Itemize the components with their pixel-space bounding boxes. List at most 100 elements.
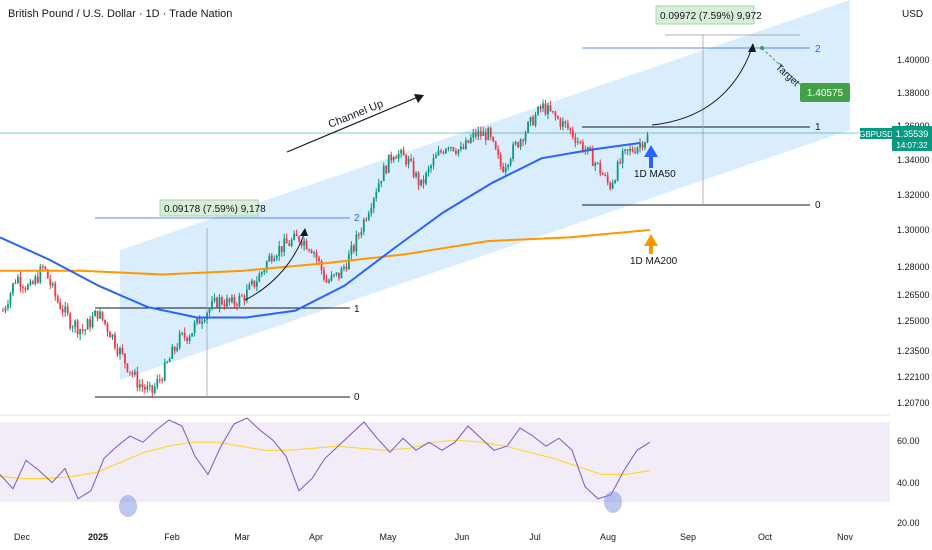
measure-box-2 (655, 5, 755, 25)
measure-box-1 (159, 199, 259, 217)
candle-body (7, 304, 9, 309)
x-tick-label: Sep (680, 532, 696, 542)
candle-body (236, 304, 238, 306)
candle-body (375, 191, 378, 199)
candle-body (74, 320, 77, 328)
candle-body (61, 308, 64, 313)
ma200-label: 1D MA200 (630, 256, 678, 267)
candle-body (265, 261, 268, 270)
candle-body (283, 238, 286, 253)
candle-body (442, 152, 445, 154)
candle-body (589, 147, 592, 150)
candle-body (435, 155, 437, 159)
rsi-line (0, 417, 651, 500)
candle-body (482, 131, 485, 136)
candle-body (400, 149, 403, 154)
candle-body (410, 158, 413, 161)
candle-body (66, 306, 69, 314)
candle-body (258, 274, 261, 282)
candle-body (352, 245, 355, 252)
candle-body (101, 311, 104, 320)
candle-body (616, 161, 619, 181)
candle-body (591, 149, 594, 166)
candle-body (621, 150, 624, 164)
x-tick-label: Aug (600, 532, 616, 542)
price-badge-countdown: 14:07:32 (896, 141, 928, 150)
candle-body (407, 158, 410, 165)
candle-body (601, 173, 604, 175)
candle-body (547, 105, 549, 115)
candle-body (293, 233, 296, 240)
candle-body (121, 348, 124, 354)
candle-body (313, 252, 315, 254)
candle-body (46, 269, 49, 279)
candle-body (218, 297, 221, 308)
candle-body (173, 347, 176, 351)
candle-body (114, 334, 116, 348)
candle-body (116, 347, 119, 355)
price-badge-value: 1.35539 (896, 129, 929, 139)
candle-body (562, 121, 564, 127)
candle-body (345, 266, 348, 270)
candle-body (639, 143, 641, 148)
candle-body (163, 362, 166, 381)
candle-body (34, 276, 37, 284)
candle-body (455, 150, 457, 154)
candle-body (59, 302, 62, 309)
candle-body (502, 166, 505, 172)
candle-body (427, 168, 430, 173)
rsi-tick-label: 40.00 (897, 478, 920, 488)
candle-body (183, 332, 186, 338)
candle-body (338, 272, 340, 279)
candle-body (554, 112, 557, 117)
candle-body (151, 385, 154, 393)
candle-body (141, 384, 144, 387)
candle-body (484, 131, 487, 140)
candle-body (305, 240, 308, 250)
candle-body (343, 266, 345, 269)
candle-body (84, 329, 87, 331)
candle-body (631, 148, 634, 152)
candle-body (425, 172, 427, 184)
candle-body (233, 297, 236, 305)
candle-body (124, 353, 126, 364)
x-tick-label: Feb (164, 532, 180, 542)
candle-body (459, 146, 462, 150)
currency-label: USD (902, 9, 923, 20)
x-tick-label: Mar (234, 532, 250, 542)
candle-body (44, 266, 47, 270)
y-tick-label: 1.20700 (897, 398, 930, 408)
candle-body (420, 179, 422, 186)
candle-body (417, 172, 420, 186)
candle-body (198, 317, 201, 324)
fib-1-label-1: 1 (354, 304, 360, 315)
rsi-band (0, 422, 890, 502)
candle-body (231, 297, 233, 302)
candle-body (323, 270, 325, 280)
candle-body (168, 358, 171, 362)
candle-body (382, 165, 385, 182)
fib-1-label-2: 1 (815, 122, 821, 133)
candle-body (211, 300, 213, 309)
candle-body (477, 131, 480, 137)
candle-body (146, 386, 149, 390)
candle-body (445, 148, 447, 154)
projection-arrowhead-2 (748, 43, 756, 52)
candle-body (397, 153, 400, 159)
candle-body (248, 284, 251, 290)
candle-body (586, 147, 589, 151)
candle-body (148, 385, 151, 387)
candle-body (188, 336, 191, 342)
candle-body (278, 246, 281, 257)
candle-body (574, 136, 577, 143)
candle-body (609, 182, 612, 189)
candle-body (619, 161, 622, 164)
candle-body (119, 348, 121, 355)
candle-body (2, 310, 4, 312)
candle-body (213, 297, 216, 301)
candle-body (9, 293, 12, 305)
y-tick-label: 1.32000 (897, 190, 930, 200)
candle-body (69, 313, 72, 329)
candle-body (86, 319, 89, 330)
